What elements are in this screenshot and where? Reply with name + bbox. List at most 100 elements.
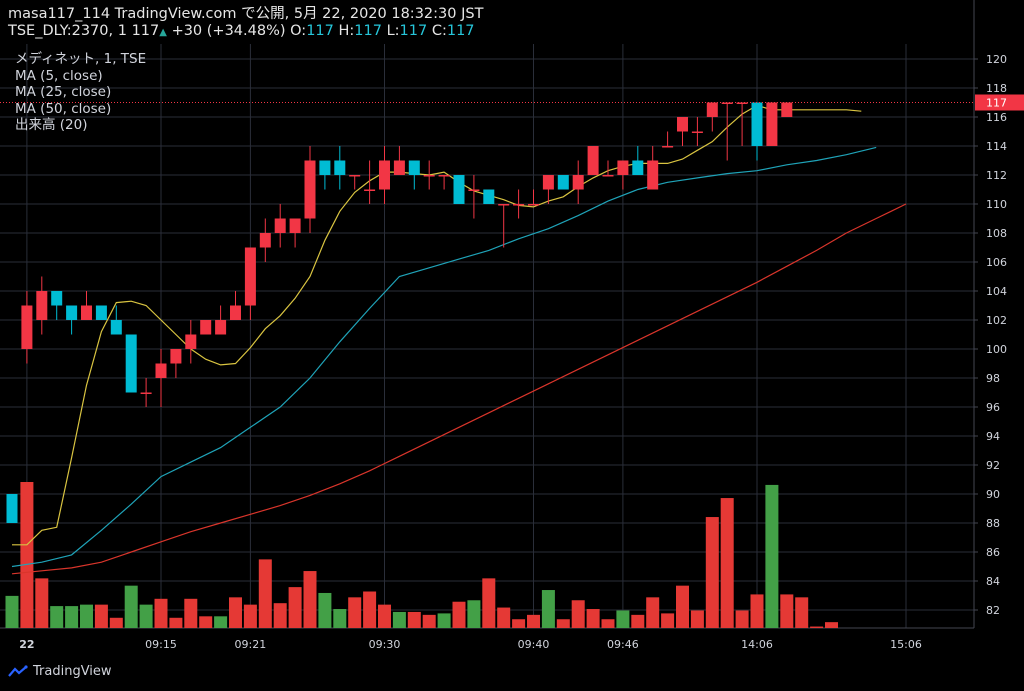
high-label: H: [338, 23, 355, 39]
price-axis: 82 84 86 88 90 92 94 96 98 100 102 104 106 108 110 112 1… [974, 53, 1024, 617]
legend-symbol[interactable]: メディネット, 1, TSE [15, 51, 147, 67]
volume-bar [825, 622, 838, 628]
candle-body [170, 349, 182, 364]
volume-bar [586, 609, 600, 628]
price-tick-label: 114 [986, 140, 1007, 153]
volume-bar [616, 610, 630, 628]
volume-bar [512, 619, 526, 628]
price-tick-label: 90 [986, 488, 1000, 501]
legend-volume[interactable]: 出来高 (20) [15, 117, 88, 133]
candle-body [155, 363, 167, 378]
volume-bar [780, 594, 794, 628]
volume-bar [273, 603, 287, 628]
candle-body [408, 160, 420, 175]
ma25-line [11, 146, 877, 568]
volume-bar [482, 578, 496, 628]
ma50-line [11, 203, 907, 575]
candle-body [513, 204, 525, 206]
volume-bar [541, 590, 555, 628]
time-tick-label: 09:15 [145, 638, 177, 651]
volume-bar [20, 482, 34, 628]
price-tick-label: 82 [986, 604, 1000, 617]
low-label: L: [386, 23, 400, 39]
legend-ma5[interactable]: MA (5, close) [15, 67, 103, 84]
publish-line: masa117_114 TradingView.com で公開, 5月 22, … [8, 6, 484, 22]
volume-bar [497, 607, 511, 628]
price-tick-label: 118 [986, 82, 1007, 95]
candle-body [393, 160, 405, 175]
volume-bar [258, 559, 272, 628]
volume-bar [661, 613, 675, 628]
volume-bar [735, 610, 749, 628]
candle-body [110, 320, 122, 335]
volume-bar [348, 597, 362, 628]
volume-bar [676, 585, 689, 628]
tradingview-logo[interactable]: TradingView [8, 664, 112, 679]
close-value: 117 [446, 23, 475, 39]
candle-body [602, 175, 614, 177]
price-tick-label: 84 [986, 575, 1000, 588]
candle-body [677, 117, 688, 132]
open-value: 117 [306, 23, 334, 39]
candle-body [274, 218, 286, 233]
price-tick-label: 88 [986, 517, 1000, 530]
volume-bar [601, 619, 615, 628]
low-value: 117 [399, 23, 428, 39]
volume-bar [527, 614, 540, 628]
volume-bar [422, 614, 436, 628]
price-tick-label: 108 [986, 227, 1007, 240]
volume-bar [199, 616, 213, 628]
candle-body [95, 305, 107, 320]
volume-bar [750, 594, 764, 628]
close-label: C: [431, 23, 447, 39]
legend-ma25[interactable]: MA (25, close) [15, 84, 112, 100]
volume-bar [646, 597, 660, 628]
volume-bar [407, 611, 421, 628]
volume-bar [318, 592, 332, 628]
volume-bar [124, 585, 138, 628]
candle-body [691, 131, 703, 133]
volume-bar [705, 517, 719, 628]
volume-bar [467, 600, 481, 628]
legend-ma50[interactable]: MA (50, close) [15, 100, 112, 117]
candle-body [781, 102, 793, 117]
volume-bar [65, 606, 79, 628]
candle-body [721, 102, 733, 104]
symbol-label: TSE_DLY:2370, 1 [8, 23, 127, 39]
volume-bar [765, 484, 779, 628]
candle-body [51, 291, 63, 306]
change-label: +30 (+34.48%) [171, 23, 286, 39]
volume-bar [109, 617, 123, 628]
volume-bar [556, 619, 570, 628]
volume-bar [795, 597, 809, 628]
time-tick-label: 09:21 [235, 638, 267, 651]
price-tick-label: 102 [986, 314, 1007, 327]
candle-body [766, 102, 778, 146]
volume-bar [139, 604, 153, 628]
candle-body [706, 102, 718, 117]
volume-bar [229, 597, 242, 628]
candle-body [423, 175, 435, 177]
chart-header: masa117_114 TradingView.com で公開, 5月 22, … [8, 6, 483, 41]
candle-body [289, 218, 301, 233]
candle-body [542, 175, 554, 190]
candle-body [259, 233, 271, 248]
volume-bar [80, 604, 93, 628]
last-price-tag-label: 117 [986, 97, 1007, 110]
volume-bar [392, 611, 406, 628]
candle-body [528, 204, 539, 206]
volume-bar [243, 604, 257, 628]
volume-bar [50, 606, 64, 628]
candle-body [438, 175, 450, 177]
price-tick-label: 86 [986, 546, 1000, 559]
candle-body [185, 334, 197, 349]
volume-bar [303, 571, 317, 628]
candle-body [125, 334, 137, 393]
candle-body [319, 160, 331, 175]
volume-bar [184, 598, 198, 628]
time-tick-label: 14:06 [741, 638, 773, 651]
price-tick-label: 92 [986, 459, 1000, 472]
candle-body [244, 247, 256, 306]
price-tick-label: 98 [986, 372, 1000, 385]
